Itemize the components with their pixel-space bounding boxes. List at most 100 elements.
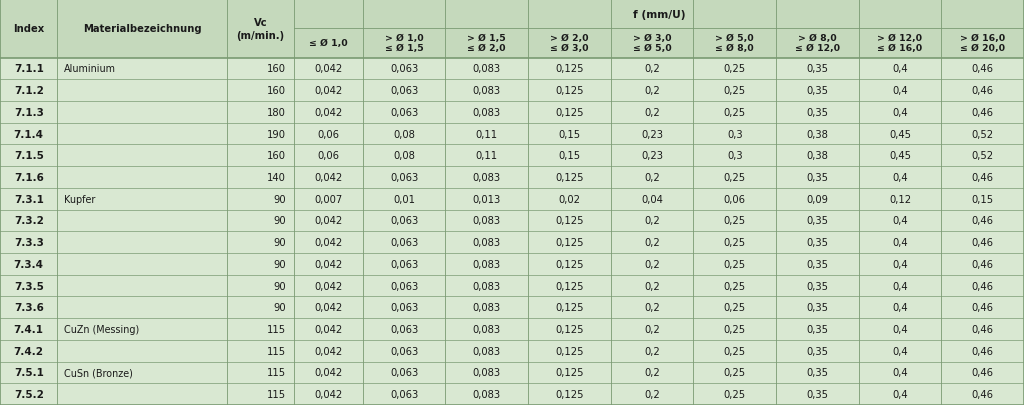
Bar: [0, 340, 1024, 362]
Bar: [0, 58, 1024, 80]
Text: > Ø 3,0
≤ Ø 5,0: > Ø 3,0 ≤ Ø 5,0: [633, 34, 672, 53]
Text: 0,083: 0,083: [473, 216, 501, 226]
Text: 0,23: 0,23: [641, 151, 664, 161]
Text: > Ø 16,0
≤ Ø 20,0: > Ø 16,0 ≤ Ø 20,0: [961, 34, 1006, 53]
Text: 7.4.2: 7.4.2: [13, 346, 44, 356]
Text: 0,3: 0,3: [727, 151, 742, 161]
Text: 0,52: 0,52: [972, 129, 993, 139]
Text: 0,042: 0,042: [314, 389, 342, 399]
Text: > Ø 1,5
≤ Ø 2,0: > Ø 1,5 ≤ Ø 2,0: [467, 34, 506, 53]
Text: 0,35: 0,35: [806, 86, 828, 96]
Text: 0,11: 0,11: [476, 151, 498, 161]
Text: 0,04: 0,04: [641, 194, 663, 204]
Text: Kupfer: Kupfer: [65, 194, 95, 204]
Text: 0,25: 0,25: [724, 346, 745, 356]
Text: 0,063: 0,063: [390, 216, 418, 226]
Text: 0,125: 0,125: [555, 108, 584, 117]
Text: 0,125: 0,125: [555, 324, 584, 334]
Text: 0,125: 0,125: [555, 389, 584, 399]
Text: 7.1.3: 7.1.3: [13, 108, 44, 117]
Text: 160: 160: [267, 86, 286, 96]
Text: 0,083: 0,083: [473, 389, 501, 399]
Text: 0,125: 0,125: [555, 367, 584, 377]
Text: 0,063: 0,063: [390, 259, 418, 269]
Bar: [0, 102, 1024, 124]
Text: 0,06: 0,06: [724, 194, 745, 204]
Text: 115: 115: [267, 324, 286, 334]
Text: 0,042: 0,042: [314, 367, 342, 377]
Text: 0,46: 0,46: [972, 238, 993, 247]
Text: 7.3.1: 7.3.1: [13, 194, 44, 204]
Text: CuSn (Bronze): CuSn (Bronze): [65, 367, 133, 377]
Text: 0,2: 0,2: [644, 367, 659, 377]
Text: 0,35: 0,35: [806, 367, 828, 377]
Bar: [0, 254, 1024, 275]
Text: 0,125: 0,125: [555, 346, 584, 356]
Text: 0,4: 0,4: [892, 86, 908, 96]
Text: 0,35: 0,35: [806, 303, 828, 313]
Text: 0,46: 0,46: [972, 367, 993, 377]
Text: 0,08: 0,08: [393, 129, 415, 139]
Text: 0,083: 0,083: [473, 108, 501, 117]
Text: 0,042: 0,042: [314, 108, 342, 117]
Text: 0,083: 0,083: [473, 324, 501, 334]
Text: 140: 140: [267, 173, 286, 183]
Text: 160: 160: [267, 151, 286, 161]
Text: 7.4.1: 7.4.1: [13, 324, 44, 334]
Text: 0,4: 0,4: [892, 303, 908, 313]
Text: 0,125: 0,125: [555, 281, 584, 291]
Text: Materialbezeichnung: Materialbezeichnung: [83, 24, 202, 34]
Text: 0,4: 0,4: [892, 108, 908, 117]
Bar: [0, 0, 1024, 58]
Text: 7.5.2: 7.5.2: [13, 389, 44, 399]
Text: 0,11: 0,11: [476, 129, 498, 139]
Text: 0,35: 0,35: [806, 346, 828, 356]
Text: 0,2: 0,2: [644, 259, 659, 269]
Bar: [0, 362, 1024, 384]
Text: 0,042: 0,042: [314, 281, 342, 291]
Text: 90: 90: [273, 216, 286, 226]
Text: 0,125: 0,125: [555, 64, 584, 74]
Text: 0,25: 0,25: [724, 259, 745, 269]
Text: 0,09: 0,09: [806, 194, 828, 204]
Text: Index: Index: [13, 24, 44, 34]
Bar: [0, 318, 1024, 340]
Bar: [0, 124, 1024, 145]
Text: 90: 90: [273, 259, 286, 269]
Text: 0,2: 0,2: [644, 216, 659, 226]
Text: 0,25: 0,25: [724, 281, 745, 291]
Text: 115: 115: [267, 367, 286, 377]
Text: 0,063: 0,063: [390, 86, 418, 96]
Text: 0,042: 0,042: [314, 238, 342, 247]
Text: Aluminium: Aluminium: [65, 64, 116, 74]
Text: 0,4: 0,4: [892, 259, 908, 269]
Text: 7.1.6: 7.1.6: [13, 173, 44, 183]
Text: 0,35: 0,35: [806, 281, 828, 291]
Text: 0,25: 0,25: [724, 86, 745, 96]
Text: 0,46: 0,46: [972, 281, 993, 291]
Text: 7.3.4: 7.3.4: [13, 259, 44, 269]
Text: 0,4: 0,4: [892, 173, 908, 183]
Text: ≤ Ø 1,0: ≤ Ø 1,0: [309, 39, 348, 48]
Text: 0,35: 0,35: [806, 108, 828, 117]
Text: 0,063: 0,063: [390, 64, 418, 74]
Text: 0,23: 0,23: [641, 129, 664, 139]
Bar: [0, 145, 1024, 167]
Text: 0,042: 0,042: [314, 303, 342, 313]
Text: 90: 90: [273, 194, 286, 204]
Text: 0,25: 0,25: [724, 216, 745, 226]
Text: 0,2: 0,2: [644, 86, 659, 96]
Bar: [0, 80, 1024, 102]
Text: 180: 180: [267, 108, 286, 117]
Text: 0,063: 0,063: [390, 303, 418, 313]
Text: 0,042: 0,042: [314, 346, 342, 356]
Text: 0,25: 0,25: [724, 367, 745, 377]
Text: 0,125: 0,125: [555, 238, 584, 247]
Text: 7.1.1: 7.1.1: [13, 64, 44, 74]
Text: 0,083: 0,083: [473, 259, 501, 269]
Text: 7.1.4: 7.1.4: [13, 129, 44, 139]
Text: 0,46: 0,46: [972, 324, 993, 334]
Text: 90: 90: [273, 238, 286, 247]
Text: 0,013: 0,013: [473, 194, 501, 204]
Bar: [0, 232, 1024, 254]
